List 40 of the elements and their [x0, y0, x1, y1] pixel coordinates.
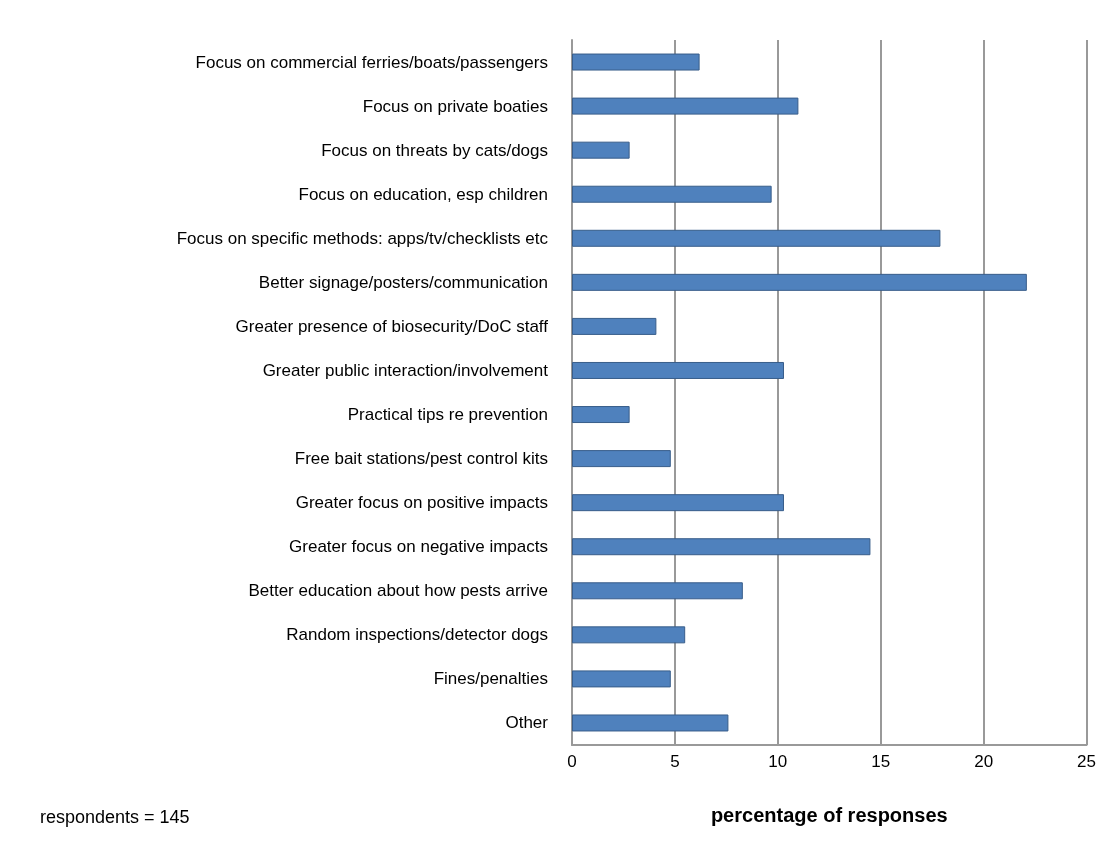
y-tick-label: Focus on commercial ferries/boats/passengers	[195, 52, 548, 72]
y-tick-label: Random inspections/detector dogs	[286, 625, 548, 645]
bar	[572, 185, 772, 203]
y-tick-label: Other	[505, 713, 549, 733]
y-tick-label: Free bait stations/pest control kits	[294, 449, 548, 469]
x-tick-label: 5	[670, 752, 680, 771]
y-tick-label: Fines/penalties	[433, 669, 548, 689]
bar	[572, 670, 671, 688]
x-tick-label: 10	[768, 752, 788, 771]
bar	[572, 626, 686, 644]
y-tick-label: Focus on threats by cats/dogs	[321, 140, 548, 160]
y-tick-label: Focus on specific methods: apps/tv/checklists etc	[176, 228, 549, 248]
bar	[572, 361, 784, 379]
bar	[572, 450, 671, 468]
bar	[572, 273, 1027, 291]
bar	[572, 97, 799, 115]
bar	[572, 538, 871, 556]
y-tick-label: Greater presence of biosecurity/DoC staff	[235, 316, 549, 336]
x-tick-label: 25	[1077, 752, 1097, 771]
text: respondents = 145	[40, 807, 190, 827]
bar	[572, 714, 729, 732]
x-tick-label: 15	[871, 752, 891, 771]
y-tick-label: Greater public interaction/involvement	[262, 360, 549, 380]
bar	[572, 53, 700, 71]
x-tick-label: 20	[974, 752, 994, 771]
bar	[572, 582, 743, 600]
bar	[572, 229, 941, 247]
y-tick-label: Focus on education, esp children	[298, 184, 548, 204]
y-tick-label: Practical tips re prevention	[347, 405, 548, 425]
bar	[572, 141, 630, 159]
y-tick-label: Better signage/posters/communication	[258, 272, 548, 292]
y-tick-label: Better education about how pests arrive	[248, 581, 548, 601]
bar	[572, 317, 657, 335]
y-tick-label: Greater focus on negative impacts	[289, 537, 548, 557]
x-tick-label: 0	[567, 752, 577, 771]
y-tick-label: Greater focus on positive impacts	[295, 493, 548, 513]
y-tick-label: Focus on private boaties	[362, 96, 548, 116]
bar	[572, 406, 630, 424]
x-axis-title: percentage of responses	[710, 804, 948, 826]
bar	[572, 494, 784, 512]
